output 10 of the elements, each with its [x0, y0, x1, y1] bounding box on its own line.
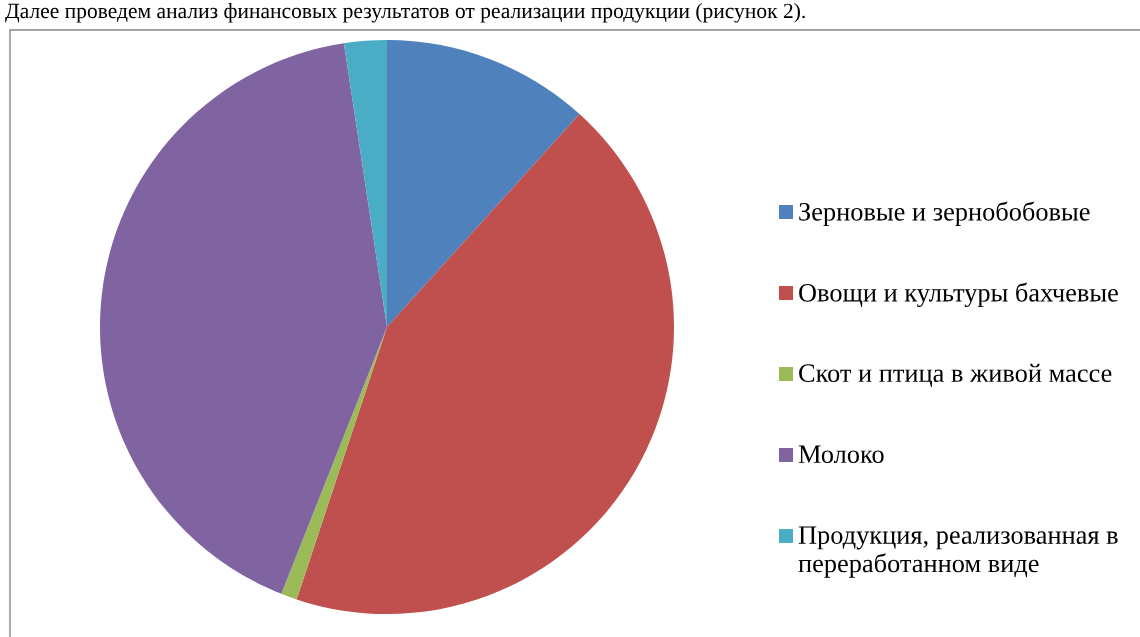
pie-slice: [296, 114, 674, 614]
legend-label: Скот и птица в живой массе: [799, 363, 1112, 387]
legend-label: Продукция, реализованная в переработанном виде: [798, 526, 1118, 578]
text: Далее проведем анализ финансовых результатов от реализации продукции (рисунок 2).: [5, 3, 805, 23]
pie-slice: [387, 40, 580, 327]
legend-label: Зерновые и зернобобовые: [799, 201, 1090, 227]
pie-slice: [100, 43, 387, 594]
pie-slice: [343, 40, 387, 327]
legend-label: Овощи и культуры бахчевые: [799, 282, 1118, 308]
legend-label: Молоко: [798, 445, 884, 464]
